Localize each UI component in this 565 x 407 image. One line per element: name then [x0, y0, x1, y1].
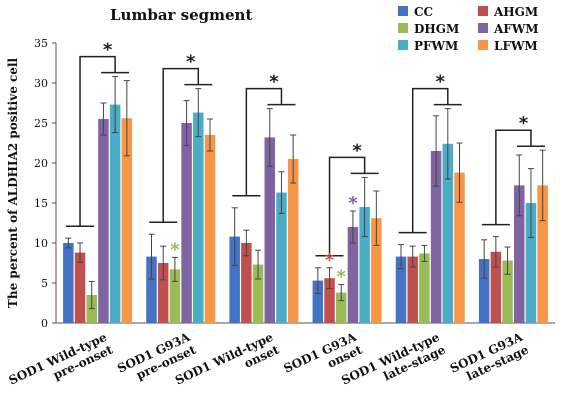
y-tick-label: 15 [34, 197, 48, 210]
bar [454, 172, 465, 323]
significance-star: * [103, 40, 113, 61]
bar [74, 252, 86, 323]
significance-bracket [66, 55, 130, 227]
bar [359, 207, 370, 323]
y-tick-label: 35 [34, 37, 48, 50]
legend-label: DHGM [414, 22, 459, 36]
legend-swatch [398, 40, 408, 50]
bar [181, 123, 192, 323]
bar [287, 159, 299, 323]
y-tick-label: 0 [41, 317, 48, 330]
bar [395, 256, 407, 323]
bar [335, 292, 347, 323]
bar [347, 227, 359, 323]
significance-star: * [519, 113, 529, 134]
chart-title: Lumbar segment [110, 6, 252, 24]
y-tick-label: 25 [34, 117, 48, 130]
bar [204, 135, 216, 323]
bar [324, 278, 335, 323]
legend-label: AHGM [493, 5, 538, 19]
bars [63, 76, 548, 323]
significance-bracket [481, 129, 545, 226]
significance-star: * [325, 250, 335, 271]
legend-swatch [478, 6, 488, 16]
bar [514, 185, 525, 323]
significance-bracket [398, 87, 462, 234]
bar [157, 263, 169, 323]
bar [312, 280, 324, 323]
significance-star: * [337, 267, 347, 288]
bar [98, 119, 109, 323]
bar [264, 137, 276, 323]
legend: CC AHGM DHGM AFWM PFWM LFWM [398, 5, 539, 53]
legend-swatch [478, 23, 488, 33]
legend-swatch [478, 40, 488, 50]
legend-swatch [398, 23, 408, 33]
y-axis: 0 5 10 15 20 25 30 35 [34, 37, 555, 330]
bar [490, 251, 502, 323]
significance-star: * [186, 52, 196, 73]
significance-star: * [170, 239, 180, 260]
y-tick-label: 5 [41, 277, 48, 290]
significance-bracket [232, 87, 296, 197]
legend-label: CC [414, 5, 433, 19]
significance-bracket [315, 156, 379, 257]
legend-label: LFWM [494, 39, 538, 53]
y-tick-label: 30 [34, 77, 48, 90]
bar [63, 243, 74, 323]
legend-swatch [398, 6, 408, 16]
significance-star: * [269, 72, 279, 93]
y-tick-label: 20 [34, 157, 48, 170]
legend-label: PFWM [414, 39, 458, 53]
bar [252, 264, 264, 323]
bar [229, 236, 240, 323]
significance-bracket [149, 67, 213, 223]
bar [525, 203, 537, 323]
bar [121, 118, 133, 323]
bar [146, 256, 157, 323]
significance-brackets: ******* *** [66, 40, 545, 288]
bar [502, 260, 513, 323]
bar [478, 259, 490, 323]
bar [407, 256, 418, 323]
significance-star: * [348, 193, 358, 214]
bar [109, 104, 121, 323]
legend-label: AFWM [493, 22, 539, 36]
bar [419, 253, 430, 323]
bar [193, 112, 204, 323]
bar [442, 143, 454, 323]
bar [371, 218, 382, 323]
y-tick-label: 10 [34, 237, 48, 250]
bar [430, 151, 442, 323]
bar [537, 185, 548, 323]
significance-star: * [436, 72, 446, 93]
bar [169, 269, 181, 323]
bar [276, 192, 287, 323]
bar [241, 243, 252, 323]
y-axis-label: The percent of ALDHIA2 positive cell [6, 57, 20, 308]
significance-star: * [352, 140, 362, 161]
